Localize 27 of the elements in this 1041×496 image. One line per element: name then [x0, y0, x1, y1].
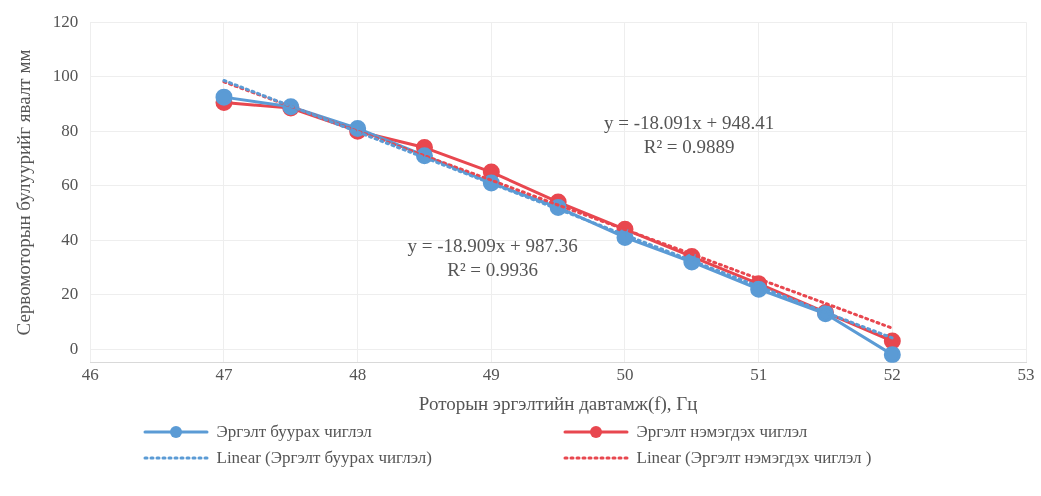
- annotation: y = -18.909x + 987.36: [407, 234, 578, 256]
- y-tick-label: 60: [61, 175, 79, 195]
- x-tick-label: 51: [750, 365, 768, 385]
- x-tick-label: 47: [215, 365, 233, 385]
- x-tick-label: 50: [616, 365, 634, 385]
- legend-label: Эргэлт буурах чиглэл: [216, 422, 372, 442]
- legend-label: Эргэлт нэмэгдэх чиглэл: [636, 422, 808, 442]
- y-tick-label: 80: [61, 120, 79, 140]
- x-tick-label: 52: [883, 365, 901, 385]
- x-tick-label: 49: [482, 365, 500, 385]
- y-tick-label: 120: [52, 11, 79, 31]
- y-tick-label: 40: [61, 229, 79, 249]
- legend-label: Linear (Эргэлт буурах чиглэл): [216, 448, 432, 468]
- x-axis-title: Роторын эргэлтийн давтамж(f), Гц: [418, 392, 698, 415]
- x-tick-label: 46: [81, 365, 99, 385]
- annotation: y = -18.091x + 948.41: [604, 112, 775, 134]
- y-axis-title: Сервомоторын булуурийг явалт мм: [13, 49, 35, 336]
- point: [215, 88, 233, 106]
- y-tick-label: 100: [52, 66, 79, 86]
- y-tick-label: 0: [69, 338, 79, 358]
- point: [883, 346, 901, 363]
- annotation: R² = 0.9936: [447, 258, 539, 280]
- annotation: R² = 0.9889: [643, 136, 735, 158]
- x-tick-label: 48: [349, 365, 367, 385]
- legend-label: Linear (Эргэлт нэмэгдэх чиглэл ): [636, 448, 872, 468]
- x-tick-label: 53: [1017, 365, 1035, 385]
- y-tick-label: 20: [61, 284, 79, 304]
